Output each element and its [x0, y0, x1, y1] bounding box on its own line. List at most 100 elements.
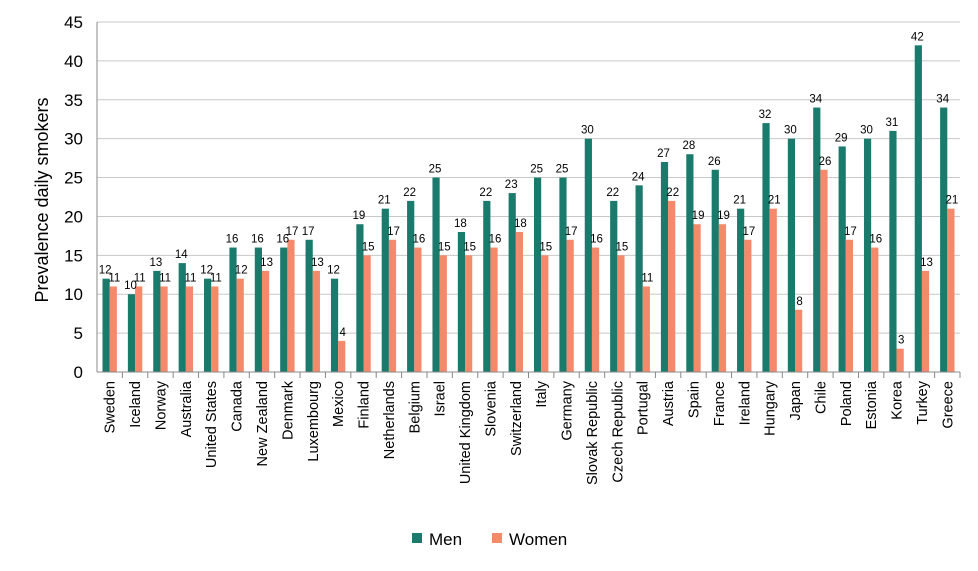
- bar-men: [686, 154, 694, 372]
- category-label: Norway: [153, 380, 169, 430]
- data-label-men: 28: [682, 140, 695, 152]
- data-label-men: 25: [530, 164, 543, 176]
- bar-men: [457, 232, 466, 372]
- bar-women: [795, 309, 803, 372]
- category-label: Netherlands: [382, 381, 398, 459]
- data-label-women: 15: [539, 241, 552, 253]
- bar-men: [914, 45, 922, 372]
- category-label: Italy: [534, 380, 550, 407]
- data-label-men: 42: [911, 31, 924, 43]
- category-label: United States: [204, 381, 220, 468]
- bar-women: [338, 340, 346, 372]
- data-label-women: 17: [565, 226, 578, 238]
- data-label-women: 16: [590, 234, 603, 246]
- data-label-men: 19: [353, 210, 366, 222]
- bar-men: [635, 185, 643, 372]
- bar-women: [465, 255, 473, 372]
- data-label-women: 17: [742, 226, 755, 238]
- bar-women: [439, 255, 447, 372]
- data-label-men: 12: [200, 265, 213, 277]
- category-label: Japan: [788, 381, 804, 421]
- bar-women: [388, 239, 397, 372]
- y-tick-label: 0: [74, 363, 83, 382]
- data-label-men: 27: [657, 148, 670, 160]
- bar-men: [533, 177, 542, 372]
- data-label-men: 16: [276, 234, 289, 246]
- data-label-men: 13: [149, 257, 162, 269]
- bar-men: [204, 278, 212, 372]
- category-label: Poland: [839, 381, 855, 426]
- category-label: Iceland: [128, 381, 144, 428]
- bar-women: [414, 247, 422, 372]
- bar-men: [737, 208, 745, 372]
- bar-women: [744, 239, 752, 372]
- data-label-men: 31: [886, 117, 899, 129]
- bar-women: [668, 200, 676, 372]
- bar-men: [711, 169, 719, 372]
- legend-swatch-men: [412, 533, 422, 543]
- bar-women: [135, 286, 143, 372]
- bar-men: [508, 193, 516, 372]
- data-label-women: 11: [108, 272, 120, 284]
- category-label: Spain: [686, 381, 702, 418]
- data-label-men: 34: [936, 94, 949, 106]
- bar-women: [287, 239, 295, 372]
- data-label-women: 21: [946, 195, 959, 207]
- category-label: Portugal: [636, 381, 652, 435]
- data-label-women: 19: [717, 210, 730, 222]
- bar-women: [617, 255, 625, 372]
- bar-women: [261, 270, 270, 372]
- data-label-men: 21: [378, 195, 391, 207]
- data-label-women: 15: [463, 241, 476, 253]
- bar-men: [813, 107, 821, 373]
- data-label-women: 17: [387, 226, 400, 238]
- bar-men: [432, 177, 440, 372]
- category-label: New Zealand: [255, 381, 271, 466]
- category-label: Canada: [230, 380, 246, 432]
- category-label: Finland: [357, 381, 373, 429]
- x-axis: [97, 371, 961, 378]
- data-label-men: 14: [175, 249, 188, 261]
- bar-women: [693, 224, 701, 372]
- data-label-men: 29: [835, 132, 848, 144]
- bar-women: [490, 247, 498, 372]
- data-label-women: 16: [869, 234, 882, 246]
- bar-men: [940, 107, 948, 373]
- data-label-men: 30: [784, 125, 797, 137]
- gridlines: [96, 21, 960, 372]
- legend-label-men: Men: [429, 530, 462, 549]
- bar-men: [407, 200, 415, 372]
- bar-men: [610, 200, 618, 372]
- category-label: Israel: [433, 381, 449, 416]
- category-label: Greece: [940, 381, 956, 429]
- data-label-men: 24: [632, 171, 645, 183]
- y-tick-label: 30: [64, 130, 83, 149]
- data-label-women: 11: [641, 272, 653, 284]
- data-label-men: 12: [327, 265, 340, 277]
- category-label: Luxembourg: [306, 381, 322, 462]
- data-label-men: 32: [759, 109, 772, 121]
- data-label-men: 30: [581, 125, 594, 137]
- y-tick-label: 20: [64, 207, 83, 226]
- y-tick-label: 10: [64, 285, 83, 304]
- bar-men: [762, 123, 770, 372]
- bar-women: [871, 247, 879, 372]
- category-label: United Kingdom: [458, 381, 474, 484]
- category-label: Korea: [890, 380, 906, 420]
- bar-men: [584, 138, 592, 372]
- category-label: Sweden: [103, 381, 119, 433]
- data-label-women: 13: [920, 257, 933, 269]
- bar-women: [820, 169, 828, 372]
- y-tick-label: 35: [64, 91, 83, 110]
- data-label-women: 17: [844, 226, 857, 238]
- data-label-men: 22: [479, 187, 492, 199]
- data-label-men: 17: [302, 226, 315, 238]
- category-label: France: [712, 381, 728, 426]
- category-labels: Sweden Iceland Norway Australia United State…: [103, 380, 957, 485]
- bar-women: [236, 278, 244, 372]
- category-label: Australia: [179, 380, 195, 437]
- category-label: Hungary: [763, 380, 779, 436]
- data-label-women: 15: [438, 241, 451, 253]
